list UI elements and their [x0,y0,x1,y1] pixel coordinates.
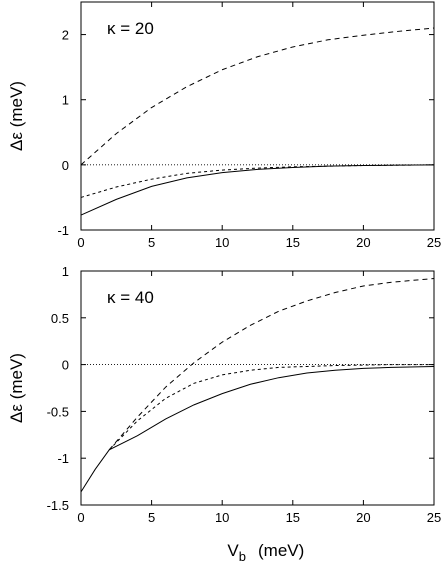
y-axis-label: Δε (meV) [7,81,26,151]
x-tick-label: 15 [286,510,300,525]
plot-frame [80,1,435,231]
x-tick-label: 15 [286,235,300,250]
x-tick-label: 5 [148,510,155,525]
y-tick-label: 0 [62,158,69,173]
y-axis-label: Δε (meV) [7,353,26,423]
plot-frame [80,270,435,506]
series-line-short-dash [108,364,434,451]
x-tick-label: 25 [427,510,441,525]
y-tick-label: 1 [62,93,69,108]
x-tick-label: 5 [148,235,155,250]
x-tick-label: 25 [427,235,441,250]
kappa-annotation: κ = 20 [107,19,154,38]
y-tick-label: -0.5 [47,404,69,419]
y-tick-label: 1 [62,264,69,279]
y-tick-label: -1 [57,451,69,466]
y-tick-label: 2 [62,28,69,43]
y-tick-label: 0 [62,358,69,373]
x-axis-label: Vb [227,541,246,564]
x-tick-label: 20 [356,235,370,250]
x-tick-label: 10 [215,510,229,525]
x-tick-label: 10 [215,235,229,250]
x-tick-label: 20 [356,510,370,525]
x-tick-label: 0 [77,235,84,250]
kappa-annotation: κ = 40 [107,288,154,307]
y-tick-label: 0.5 [51,311,69,326]
panel-kappa-20: 0 5 10 15 20 25 -1 0 1 2 Δε (meV) κ = 20 [7,1,441,250]
series-line-long-dash [80,27,435,166]
x-tick-label: 0 [77,510,84,525]
y-tick-label: -1.5 [47,498,69,513]
x-axis-unit: (meV) [258,541,304,560]
panel-kappa-40: 0 5 10 15 20 25 -1.5 -1 -0.5 0 0.5 1 Δε (meV) κ = 40 V… [7,264,441,564]
series-line-solid [80,365,435,493]
series-line-solid [80,164,435,216]
series-line-short-dash [80,164,435,198]
y-tick-label: -1 [57,223,69,238]
